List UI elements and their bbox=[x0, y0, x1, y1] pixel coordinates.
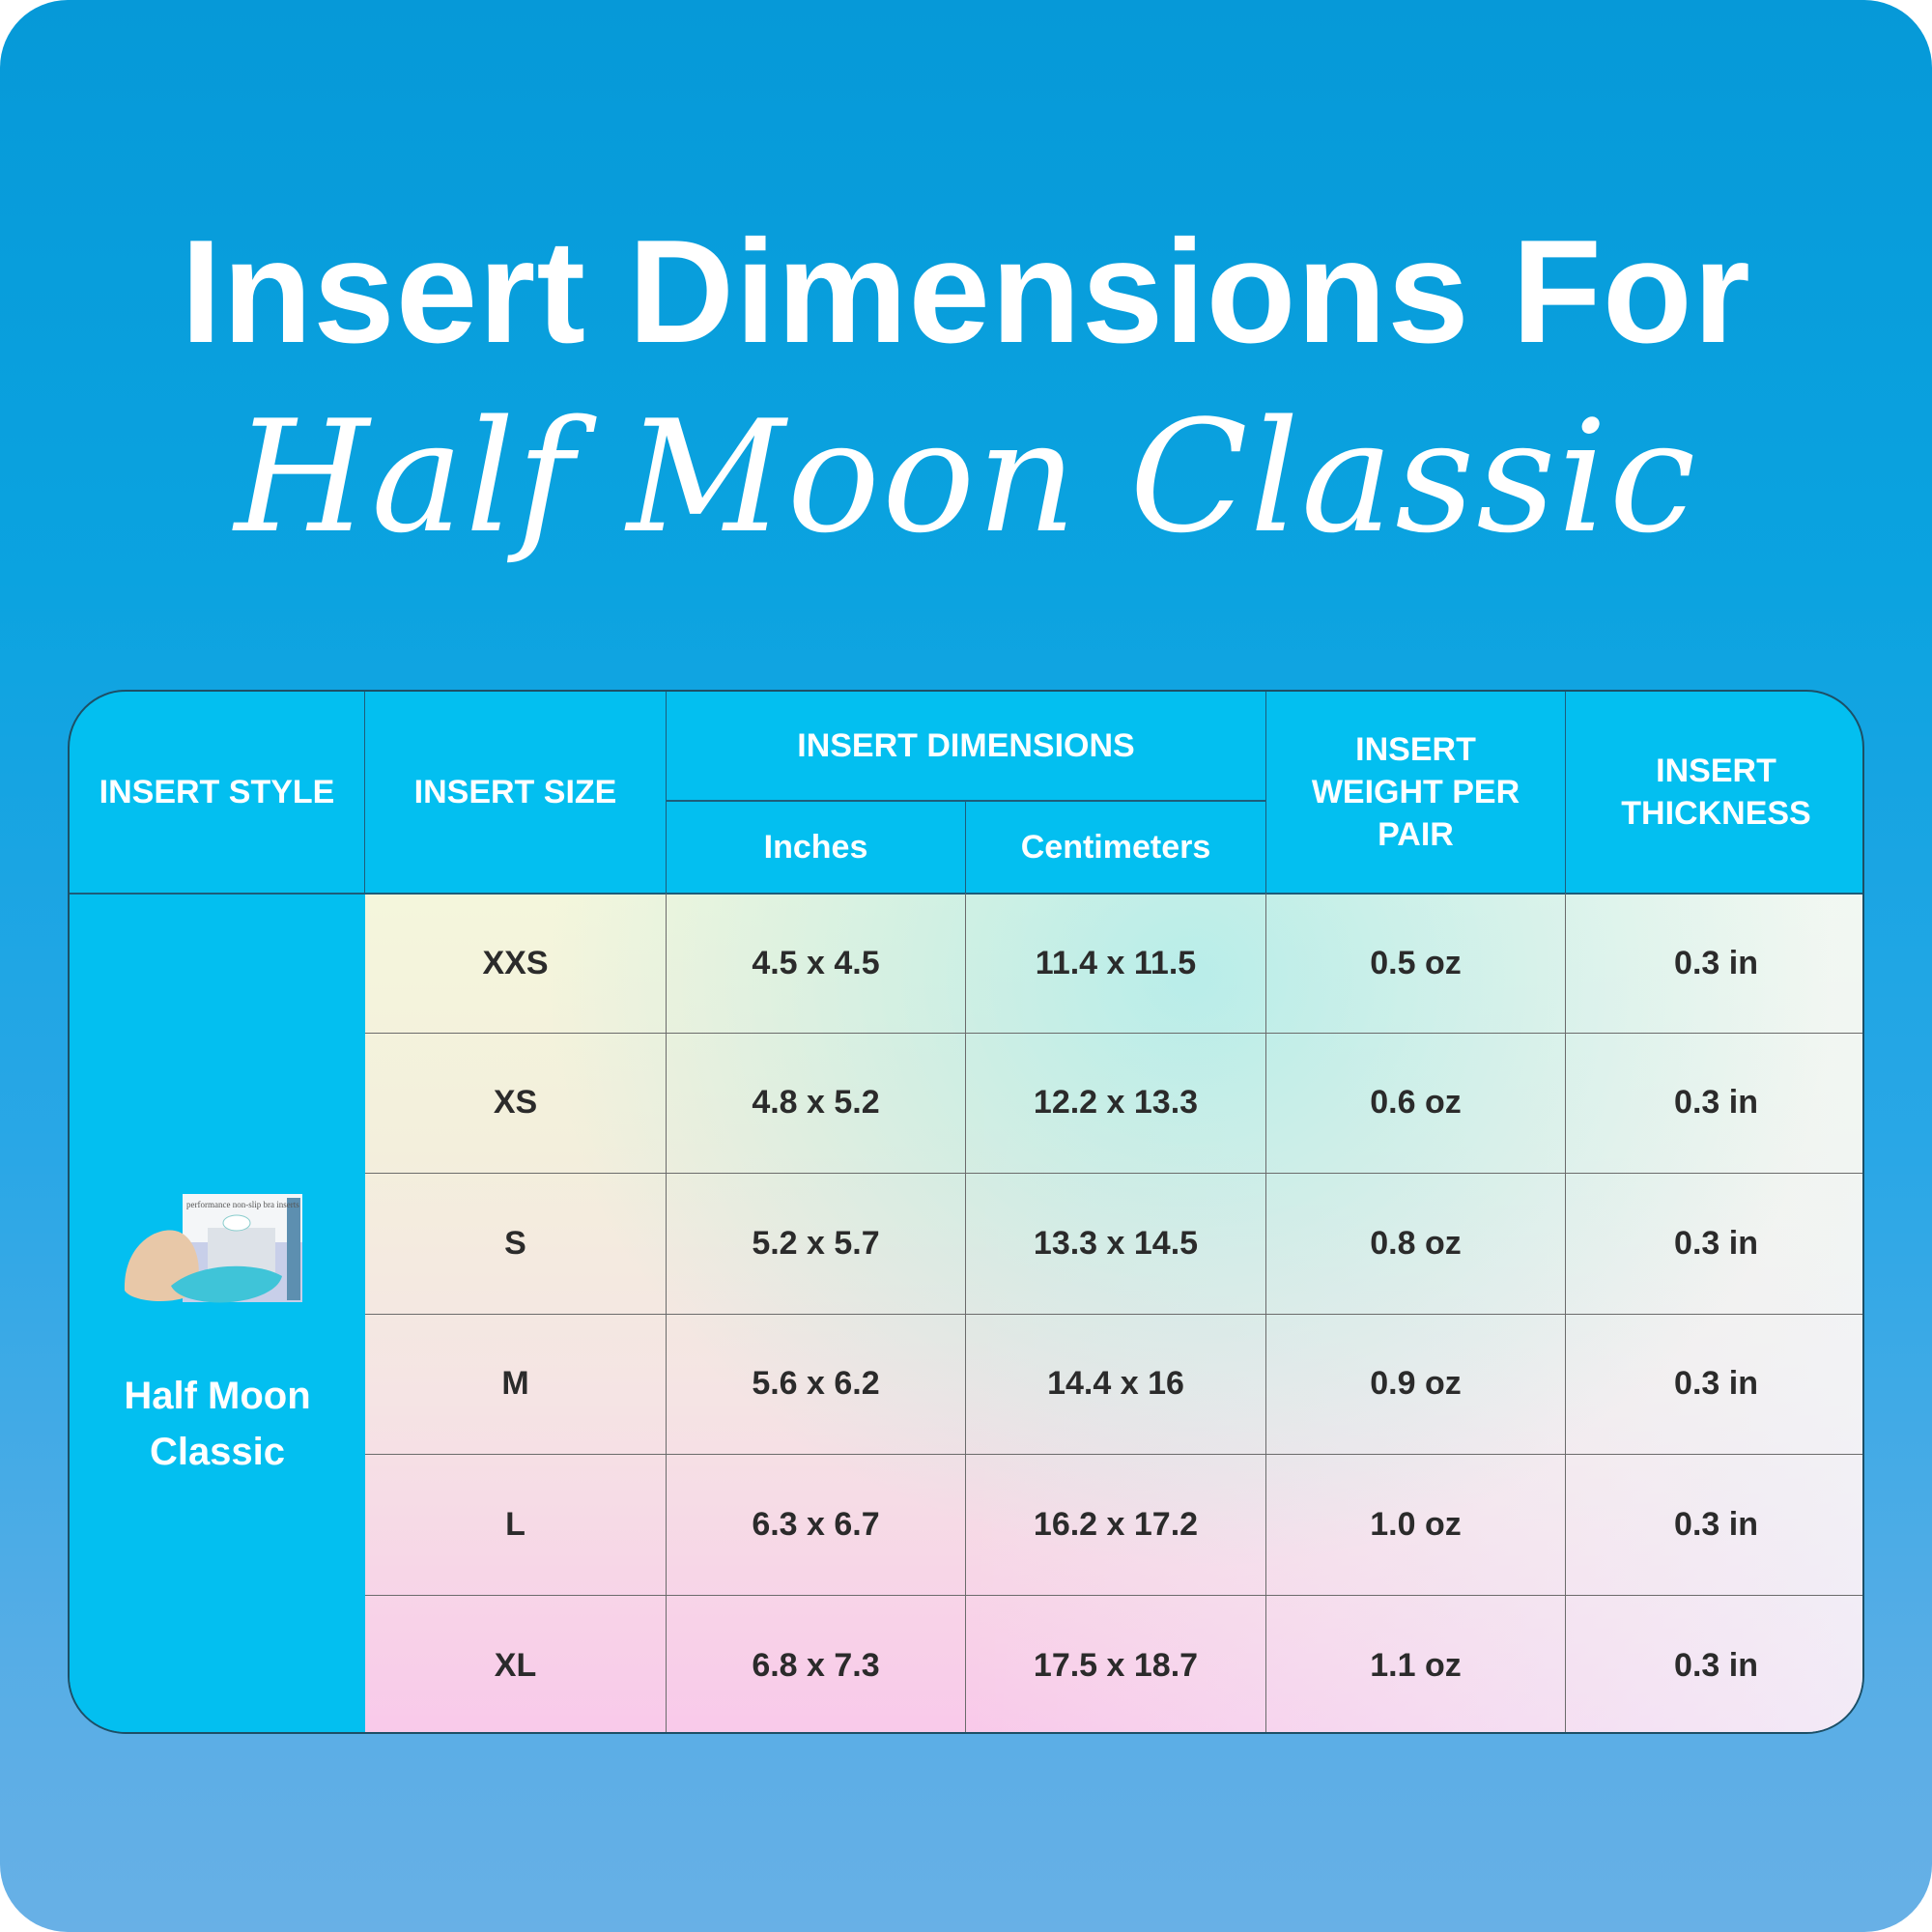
cell-size: L bbox=[365, 1455, 667, 1596]
cell-inches: 4.8 x 5.2 bbox=[667, 1033, 966, 1174]
cell-weight: 0.5 oz bbox=[1266, 893, 1566, 1034]
header-insert-weight: INSERT WEIGHT PER PAIR bbox=[1266, 692, 1566, 893]
cell-size: M bbox=[365, 1314, 667, 1455]
cell-cm: 13.3 x 14.5 bbox=[966, 1174, 1266, 1315]
cell-cm: 14.4 x 16 bbox=[966, 1314, 1266, 1455]
title-line2: Half Moon Classic bbox=[234, 386, 1698, 567]
cell-thickness: 0.3 in bbox=[1566, 1174, 1862, 1315]
header-insert-dimensions: INSERT DIMENSIONS bbox=[667, 692, 1266, 802]
cell-weight: 0.8 oz bbox=[1266, 1174, 1566, 1315]
product-image: performance non-slip bra inserts bbox=[124, 1194, 302, 1303]
cell-thickness: 0.3 in bbox=[1566, 1034, 1862, 1174]
cell-inches: 5.6 x 6.2 bbox=[667, 1314, 966, 1455]
header-insert-style: INSERT STYLE bbox=[70, 692, 365, 893]
cell-thickness: 0.3 in bbox=[1566, 1455, 1862, 1596]
cell-cm: 11.4 x 11.5 bbox=[966, 893, 1266, 1034]
product-box-text: performance non-slip bra inserts bbox=[186, 1200, 299, 1209]
cell-size: XL bbox=[365, 1595, 667, 1732]
header-insert-thickness: INSERT THICKNESS bbox=[1621, 753, 1811, 832]
cell-cm: 12.2 x 13.3 bbox=[966, 1033, 1266, 1174]
cell-inches: 5.2 x 5.7 bbox=[667, 1174, 966, 1315]
cell-inches: 6.8 x 7.3 bbox=[667, 1595, 966, 1732]
cell-weight: 0.9 oz bbox=[1266, 1314, 1566, 1455]
cell-thickness: 0.3 in bbox=[1566, 1315, 1862, 1455]
insert-style-name: Half Moon Classic bbox=[124, 1375, 311, 1473]
cell-size: S bbox=[365, 1174, 667, 1315]
cell-weight: 1.0 oz bbox=[1266, 1455, 1566, 1596]
header-inches: Inches bbox=[667, 802, 966, 893]
cell-size: XXS bbox=[365, 893, 667, 1034]
cell-weight: 1.1 oz bbox=[1266, 1595, 1566, 1732]
cell-thickness: 0.3 in bbox=[1566, 893, 1862, 1034]
cell-inches: 4.5 x 4.5 bbox=[667, 893, 966, 1034]
cell-cm: 16.2 x 17.2 bbox=[966, 1455, 1266, 1596]
cell-size: XS bbox=[365, 1033, 667, 1174]
header-insert-size: INSERT SIZE bbox=[365, 692, 667, 893]
insert-style-cell: performance non-slip bra inserts Half Mo… bbox=[70, 893, 367, 1732]
cell-cm: 17.5 x 18.7 bbox=[966, 1595, 1266, 1732]
cell-thickness: 0.3 in bbox=[1674, 1646, 1758, 1684]
dimensions-table: INSERT STYLE INSERT SIZE INSERT DIMENSIO… bbox=[68, 690, 1864, 1734]
title-line1: Insert Dimensions For bbox=[181, 210, 1751, 374]
cell-inches: 6.3 x 6.7 bbox=[667, 1455, 966, 1596]
cell-weight: 0.6 oz bbox=[1266, 1033, 1566, 1174]
header-centimeters: Centimeters bbox=[966, 802, 1266, 893]
